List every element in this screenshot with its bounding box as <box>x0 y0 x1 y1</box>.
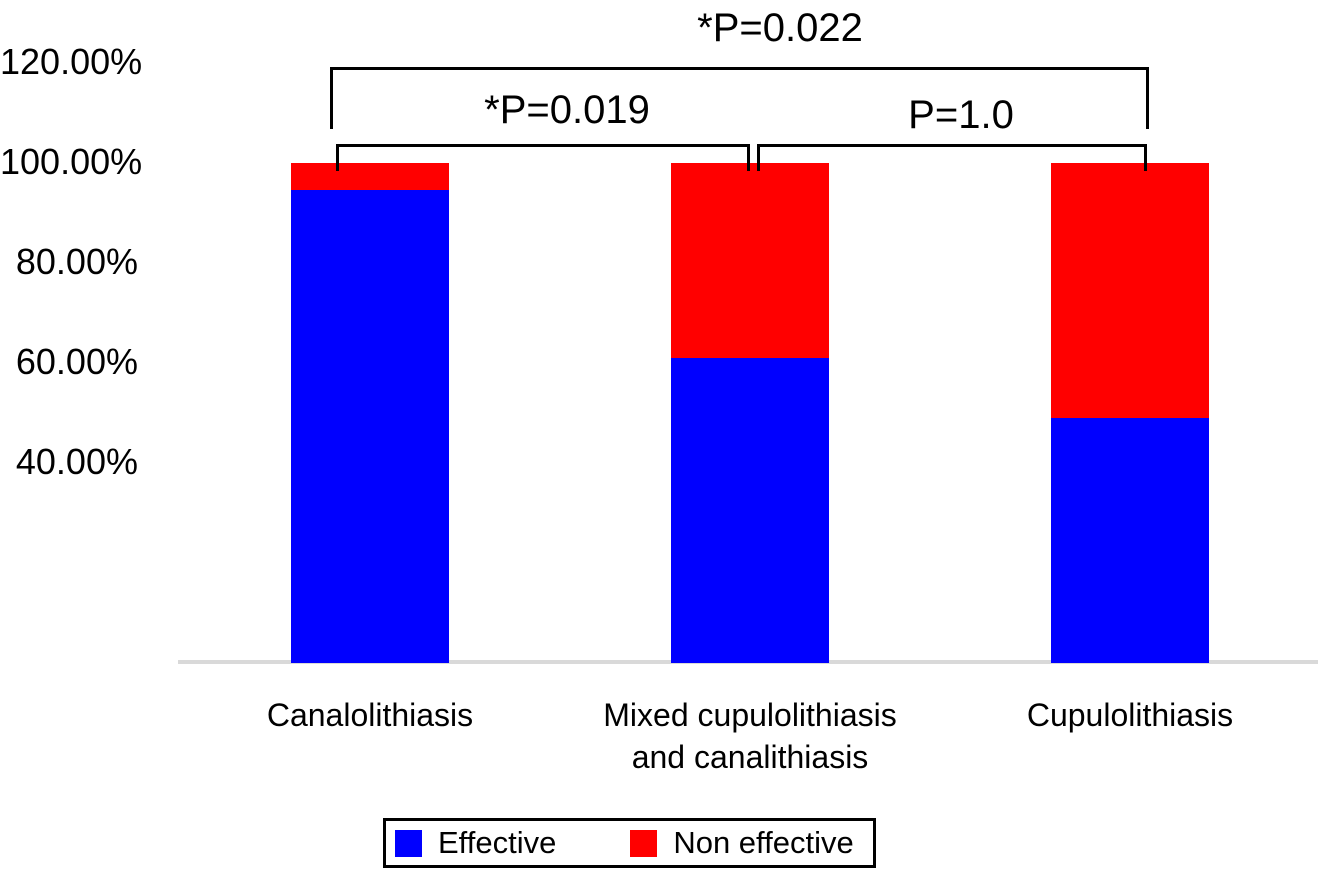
legend-item-non-effective: Non effective <box>630 825 854 861</box>
bar-1-segment-effective <box>671 358 829 663</box>
legend-label-non-effective: Non effective <box>673 825 854 860</box>
bar-2-segment-non-effective <box>1051 163 1209 418</box>
non-effective-color-swatch <box>630 829 658 857</box>
p-value-label-right: P=1.0 <box>908 93 1014 137</box>
y-tick-label-120: 120.00% <box>0 41 143 82</box>
y-tick-label-40: 40.00% <box>15 441 138 482</box>
bar-0-segment-effective <box>291 190 449 663</box>
legend: Effective Non effective <box>383 818 876 868</box>
effective-color-swatch <box>395 829 422 857</box>
bar-1-segment-non-effective <box>671 163 829 358</box>
legend-label-effective: Effective <box>438 825 557 860</box>
significance-bracket-left <box>336 144 750 171</box>
category-label-canalolithiasis: Canalolithiasis <box>266 697 474 733</box>
significance-bracket-right <box>757 144 1147 171</box>
y-tick-label-60: 60.00% <box>15 341 138 382</box>
category-label-cupulolithiasis: Cupulolithiasis <box>1026 697 1234 733</box>
y-tick-label-100: 100.00% <box>0 141 143 182</box>
y-tick-label-80: 80.00% <box>15 241 138 282</box>
bar-0-segment-non-effective <box>291 163 449 190</box>
legend-item-effective: Effective <box>395 825 556 861</box>
p-value-label-left: *P=0.019 <box>484 88 650 132</box>
category-label-mixed: Mixed cupulolithiasis and canalithiasis <box>603 697 897 776</box>
significance-bracket-outer <box>330 67 1149 129</box>
bar-2-segment-effective <box>1051 418 1209 663</box>
p-value-label-outer: *P=0.022 <box>697 6 863 50</box>
